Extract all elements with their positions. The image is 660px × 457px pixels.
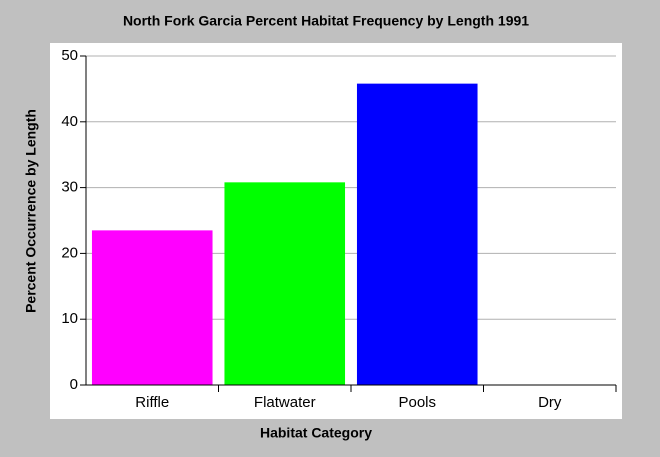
y-tick-label: 20 <box>61 244 78 261</box>
x-tick-label: Flatwater <box>254 394 316 411</box>
chart-title: North Fork Garcia Percent Habitat Freque… <box>123 13 529 29</box>
y-tick-label: 0 <box>70 376 78 393</box>
bar <box>91 230 213 385</box>
y-tick-label: 10 <box>61 310 78 327</box>
bar <box>356 83 478 386</box>
y-axis-title: Percent Occurrence by Length <box>23 109 39 313</box>
y-tick-label: 50 <box>61 47 78 64</box>
x-axis-title: Habitat Category <box>260 425 372 441</box>
x-tick-label: Pools <box>398 394 436 411</box>
y-tick-label: 40 <box>61 113 78 130</box>
bar <box>224 182 346 385</box>
x-tick-label: Dry <box>538 394 562 411</box>
x-tick-label: Riffle <box>135 394 169 411</box>
y-tick-label: 30 <box>61 179 78 196</box>
